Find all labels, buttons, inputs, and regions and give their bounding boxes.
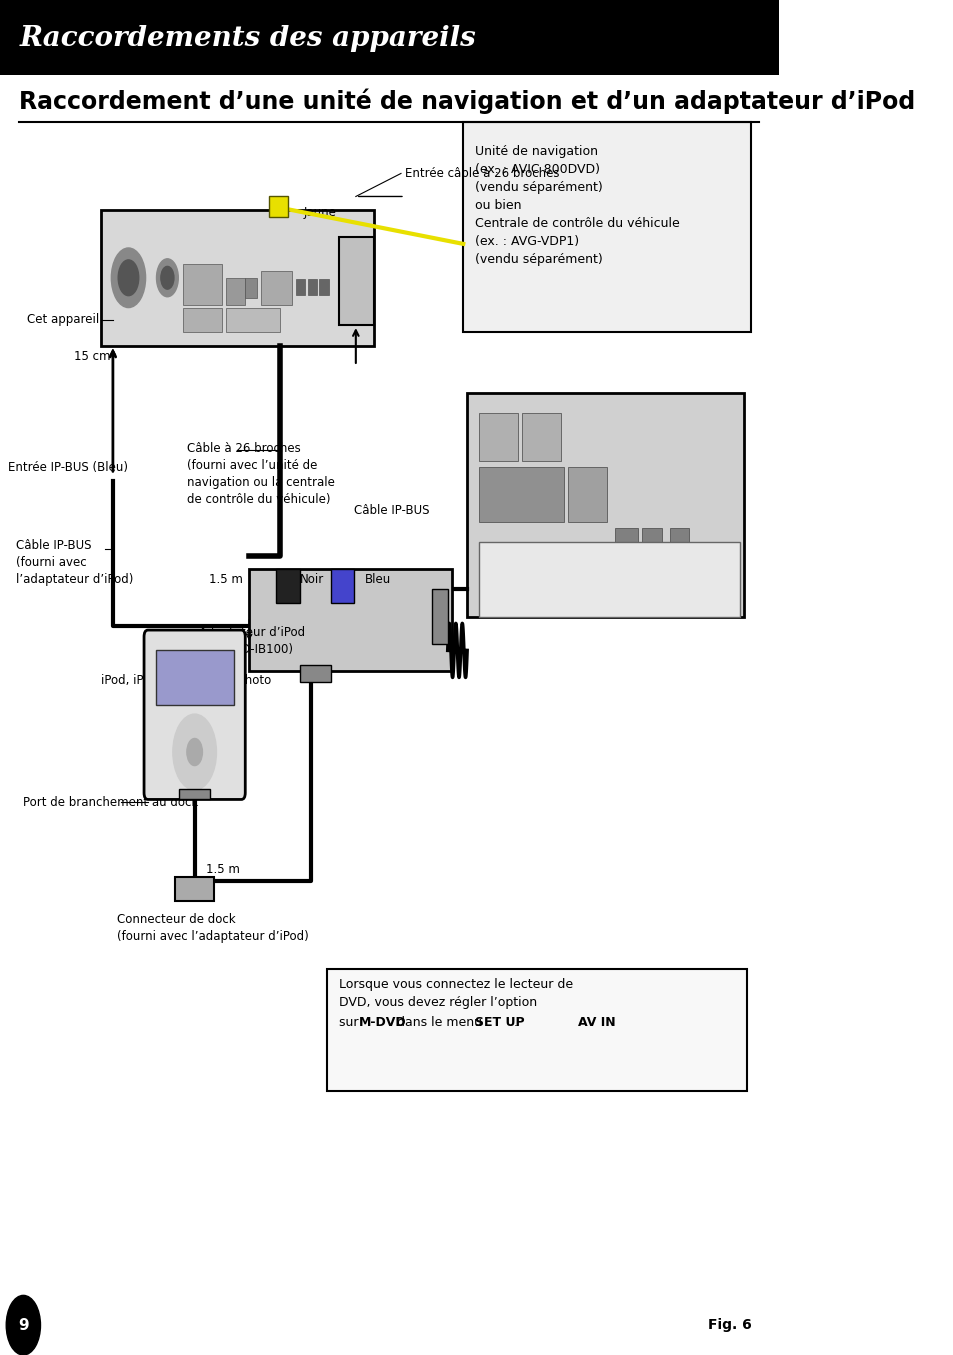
FancyBboxPatch shape [260, 271, 292, 305]
FancyBboxPatch shape [521, 413, 560, 461]
Circle shape [187, 738, 202, 766]
Text: Lecteur multi-CD
(vendu séparément): Lecteur multi-CD (vendu séparément) [544, 564, 672, 593]
Text: Connecteur de dock
(fourni avec l’adaptateur d’iPod): Connecteur de dock (fourni avec l’adapta… [116, 913, 308, 943]
Text: Lorsque vous connectez le lecteur de
DVD, vous devez régler l’option: Lorsque vous connectez le lecteur de DVD… [338, 978, 572, 1009]
FancyBboxPatch shape [179, 789, 210, 799]
FancyBboxPatch shape [467, 393, 742, 617]
Circle shape [7, 1295, 40, 1355]
Circle shape [172, 714, 216, 790]
FancyBboxPatch shape [432, 589, 447, 644]
FancyBboxPatch shape [669, 528, 688, 556]
Circle shape [118, 260, 138, 295]
FancyBboxPatch shape [155, 650, 233, 705]
Text: Jaune: Jaune [303, 206, 336, 220]
FancyBboxPatch shape [175, 877, 213, 901]
Text: dans le menu: dans le menu [393, 1016, 486, 1030]
FancyBboxPatch shape [295, 279, 305, 295]
Text: sur: sur [338, 1016, 362, 1030]
Text: AV IN: AV IN [578, 1016, 615, 1030]
FancyBboxPatch shape [183, 264, 222, 305]
Text: Cet appareil: Cet appareil [28, 313, 99, 327]
FancyBboxPatch shape [183, 308, 222, 332]
FancyBboxPatch shape [299, 665, 331, 682]
FancyBboxPatch shape [276, 569, 299, 603]
FancyBboxPatch shape [245, 278, 256, 298]
Text: 1.5 m: 1.5 m [206, 863, 240, 877]
FancyBboxPatch shape [144, 630, 245, 799]
Text: Noir: Noir [299, 573, 324, 587]
FancyBboxPatch shape [615, 569, 638, 596]
FancyBboxPatch shape [327, 969, 747, 1091]
Text: Raccordements des appareils: Raccordements des appareils [19, 26, 476, 51]
Text: Câble IP-BUS
(fourni avec
l’adaptateur d’iPod): Câble IP-BUS (fourni avec l’adaptateur d… [15, 539, 132, 587]
Text: Port de branchement au dock: Port de branchement au dock [23, 795, 198, 809]
Text: Adaptateur d’iPod
(ex. : CD-IB100): Adaptateur d’iPod (ex. : CD-IB100) [198, 626, 304, 656]
Text: Fig. 6: Fig. 6 [707, 1318, 751, 1332]
Text: 15 cm: 15 cm [74, 350, 111, 363]
Text: .: . [514, 1016, 517, 1030]
FancyBboxPatch shape [226, 308, 280, 332]
Text: Câble IP-BUS: Câble IP-BUS [354, 504, 429, 518]
Text: Câble à 26 broches
(fourni avec l’unité de
navigation ou la centrale
de contrôle: Câble à 26 broches (fourni avec l’unité … [187, 442, 335, 505]
FancyBboxPatch shape [319, 279, 328, 295]
Text: SET UP: SET UP [475, 1016, 524, 1030]
FancyBboxPatch shape [478, 542, 739, 617]
FancyBboxPatch shape [307, 279, 316, 295]
Text: Unité de navigation
(ex. : AVIC 800DVD)
(vendu séparément)
ou bien
Centrale de c: Unité de navigation (ex. : AVIC 800DVD) … [475, 145, 679, 266]
Text: Entrée câble à 26 broches: Entrée câble à 26 broches [404, 167, 558, 180]
FancyBboxPatch shape [0, 0, 778, 75]
FancyBboxPatch shape [478, 467, 564, 522]
Text: M-DVD: M-DVD [358, 1016, 406, 1030]
FancyBboxPatch shape [615, 528, 638, 556]
Circle shape [156, 259, 178, 297]
FancyBboxPatch shape [226, 278, 245, 305]
FancyBboxPatch shape [478, 413, 517, 461]
Text: Bleu: Bleu [364, 573, 390, 587]
FancyBboxPatch shape [568, 467, 607, 522]
FancyBboxPatch shape [641, 528, 661, 556]
FancyBboxPatch shape [463, 122, 751, 332]
FancyBboxPatch shape [338, 237, 374, 325]
Text: Raccordement d’une unité de navigation et d’un adaptateur d’iPod: Raccordement d’une unité de navigation e… [19, 89, 915, 114]
FancyBboxPatch shape [269, 196, 288, 217]
FancyBboxPatch shape [101, 210, 374, 346]
Text: 9: 9 [18, 1317, 29, 1333]
Text: 1.5 m: 1.5 m [209, 573, 242, 587]
Circle shape [161, 267, 173, 289]
FancyBboxPatch shape [331, 569, 354, 603]
FancyBboxPatch shape [249, 569, 451, 671]
Text: iPod, iPod mini ou iPod Photo: iPod, iPod mini ou iPod Photo [101, 673, 272, 687]
Text: Entrée IP-BUS (Bleu): Entrée IP-BUS (Bleu) [8, 461, 128, 474]
Circle shape [112, 248, 146, 308]
